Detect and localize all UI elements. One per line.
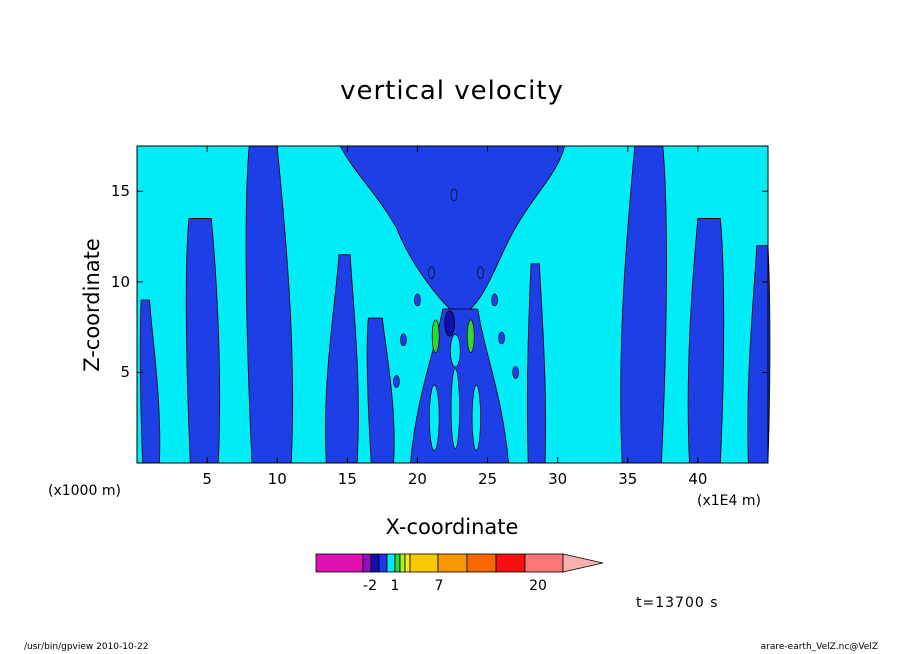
time-label: t=13700 s (636, 595, 719, 611)
contour-blob-0 (400, 333, 407, 347)
x-tick-label: 35 (618, 470, 638, 488)
contour-cell-1 (431, 319, 440, 353)
y-axis-label: Z-coordinate (80, 238, 104, 372)
contour-blob-2 (498, 331, 505, 345)
x-tick-label: 5 (202, 470, 212, 488)
x-tick-label: 30 (548, 470, 568, 488)
colorbar-swatch-0 (315, 553, 364, 573)
colorbar-swatch-3 (378, 553, 388, 573)
colorbar-label: -2 (363, 578, 377, 594)
colorbar-swatch-6 (399, 553, 406, 573)
contour-plume-4 (366, 317, 395, 464)
contour-blob-7 (477, 266, 484, 280)
footer-program: /usr/bin/gpview 2010-10-22 (24, 642, 149, 652)
colorbar-swatch-12 (524, 553, 564, 573)
colorbar (315, 553, 604, 573)
y-tick-label: 5 (120, 363, 130, 382)
contour-plume-3 (325, 254, 359, 464)
colorbar-arrow (562, 553, 604, 573)
colorbar-swatch-1 (362, 553, 372, 573)
plot-area (136, 145, 771, 464)
contour-plume-6 (687, 218, 725, 464)
chart-title: vertical velocity (340, 76, 564, 106)
colorbar-label: 1 (390, 578, 400, 594)
colorbar-swatch-4 (386, 553, 396, 573)
contour-plume-1 (185, 218, 221, 464)
y-tick-label: 10 (110, 272, 130, 291)
x-tick-label: 10 (267, 470, 287, 488)
contour-cell-2 (466, 319, 475, 353)
colorbar-swatch-8 (409, 553, 439, 573)
contour-gap-0 (429, 384, 440, 451)
contour-blob-3 (512, 366, 519, 379)
contour-gap-3 (450, 334, 461, 368)
x-tick-label: 25 (478, 470, 498, 488)
contour-blob-8 (450, 188, 458, 202)
colorbar-swatch-2 (370, 553, 380, 573)
colorbar-swatch-9 (437, 553, 468, 573)
x-unit-label: (x1E4 m) (697, 493, 761, 509)
contour-blob-6 (428, 266, 435, 280)
y-tick-label: 15 (110, 182, 130, 201)
contour-cell-0 (444, 310, 455, 337)
z-unit-label: (x1000 m) (48, 483, 121, 499)
contour-blob-1 (393, 375, 400, 388)
colorbar-swatch-11 (495, 553, 526, 573)
colorbar-swatch-7 (404, 553, 411, 573)
colorbar-label: 20 (529, 578, 547, 594)
colorbar-swatch-5 (394, 553, 401, 573)
x-axis-label: X-coordinate (385, 515, 519, 539)
colorbar-swatch-10 (466, 553, 497, 573)
contour-gap-2 (471, 384, 481, 451)
footer-file: arare-earth_VelZ.nc@VelZ (760, 642, 878, 652)
plot-frame (136, 145, 769, 464)
contour-blob-5 (491, 293, 498, 307)
colorbar-label: 7 (434, 578, 444, 594)
contour-blob-4 (414, 293, 421, 307)
x-tick-label: 40 (688, 470, 708, 488)
x-tick-label: 15 (337, 470, 357, 488)
x-tick-label: 20 (407, 470, 427, 488)
contour-gap-1 (450, 368, 460, 449)
contour-plume-8 (526, 263, 547, 464)
contour-plume-0 (139, 299, 161, 464)
